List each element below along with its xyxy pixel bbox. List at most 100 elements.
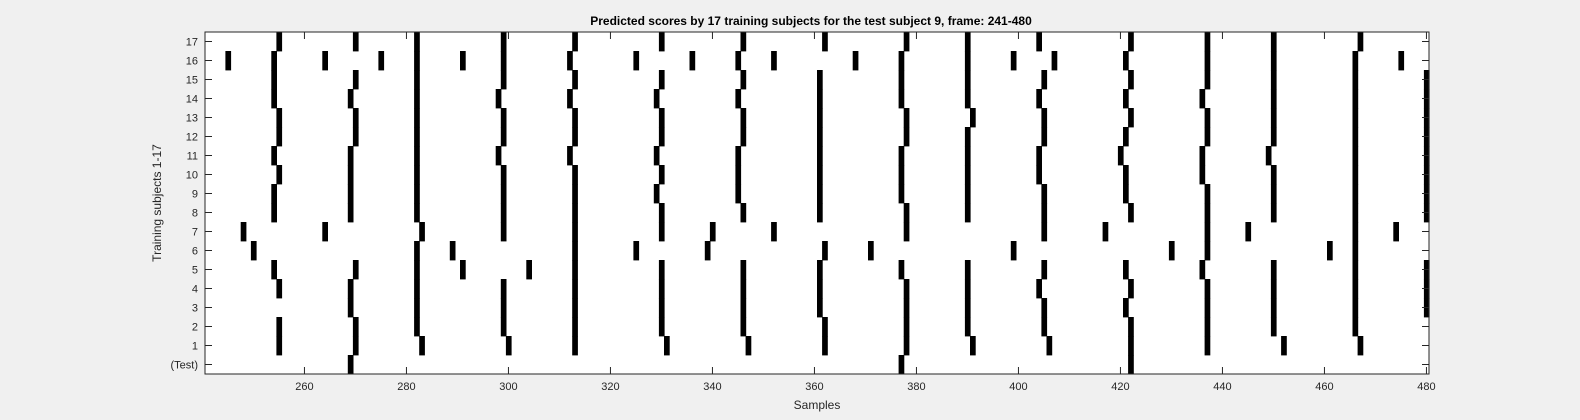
y-tick-label: 13 [186,113,198,125]
heatmap-cell [822,336,828,356]
x-tick-label: 360 [805,381,823,393]
heatmap-cell [460,51,466,71]
heatmap-cell [817,108,823,128]
heatmap-cell [903,317,910,337]
heatmap-cell [322,51,328,71]
heatmap-cell [500,184,507,204]
heatmap-cell [500,32,507,52]
heatmap-cell [1041,184,1048,204]
y-tick-label: 14 [186,94,198,106]
heatmap-cell [1327,241,1333,261]
heatmap-cell [964,70,971,90]
heatmap-cell [658,108,665,128]
y-tick-label: 12 [186,132,198,144]
heatmap-cell [1204,184,1211,204]
heatmap-cell [1270,184,1277,204]
y-tick-label: 3 [192,303,198,315]
heatmap-cell [1123,184,1129,204]
heatmap-cell [271,70,277,90]
heatmap-cell [898,89,905,109]
heatmap-cell [1123,260,1129,280]
heatmap-cell [1204,298,1211,318]
heatmap-cell [1204,279,1211,299]
y-tick-label: 10 [186,170,198,182]
heatmap-cell [572,32,578,52]
heatmap-cell [1051,51,1058,71]
heatmap-cell [704,241,711,261]
heatmap-cell [740,203,747,223]
heatmap-cell [964,127,971,147]
heatmap-cell [1036,32,1042,52]
heatmap-cell [1041,127,1048,147]
heatmap-cell [898,165,905,185]
y-tick-label: 8 [192,208,198,220]
heatmap-cell [898,146,905,166]
x-tick-label: 480 [1417,381,1435,393]
heatmap-cell [500,165,507,185]
heatmap-cell [1352,70,1359,90]
x-tick-label: 280 [397,381,415,393]
heatmap-cell [347,203,354,223]
heatmap-cell [572,165,578,185]
heatmap-cell [658,298,665,318]
heatmap-cell [271,260,277,280]
heatmap-cell [414,51,420,71]
heatmap-cell [276,336,283,356]
heatmap-cell [689,51,696,71]
heatmap-cell [1204,222,1211,242]
x-tick-label: 420 [1111,381,1129,393]
heatmap-cell [352,127,359,147]
heatmap-cell [822,241,828,261]
heatmap-cell [740,279,747,299]
heatmap-cell [572,298,578,318]
heatmap-cell [658,222,665,242]
heatmap-cell [1036,165,1042,185]
x-tick-label: 400 [1009,381,1027,393]
heatmap-cell [500,279,507,299]
heatmap-cell [1270,51,1277,71]
heatmap-cell [1036,89,1042,109]
heatmap-cell [1128,108,1134,128]
heatmap-cell [898,184,905,204]
heatmap-cell [500,127,507,147]
heatmap-cell [460,260,466,280]
heatmap-cell [817,89,823,109]
heatmap-cell [347,89,354,109]
heatmap-cell [378,51,385,71]
heatmap-cell [352,70,359,90]
heatmap-cell [964,184,971,204]
heatmap-cell [745,336,752,356]
heatmap-cell [414,32,420,52]
heatmap-cell [817,146,823,166]
heatmap-cell [414,165,420,185]
heatmap-cell [771,51,777,71]
heatmap-cell [964,146,971,166]
heatmap-cell [572,260,578,280]
x-axis: 260 280 300 320 340 360 380 400 420 440 460 480 [295,32,1436,393]
heatmap-cell [414,260,420,280]
heatmap-cell [414,203,420,223]
heatmap-cell [1010,241,1017,261]
heatmap-cell [1245,222,1252,242]
heatmap-cell [868,241,874,261]
heatmap-cell [1123,51,1129,71]
heatmap-cell [633,51,640,71]
heatmap-cell [633,241,640,261]
heatmap-cell [414,279,420,299]
heatmap-cell [964,203,971,223]
heatmap-cell [1352,51,1359,71]
heatmap-cell [572,241,578,261]
heatmap-cell [500,298,507,318]
y-tick-label: 4 [192,284,198,296]
heatmap-cell [964,260,971,280]
heatmap-cell [449,241,456,261]
heatmap-cell [817,298,823,318]
heatmap-cell [1265,146,1272,166]
heatmap-cell [1352,241,1359,261]
heatmap-cell [505,336,512,356]
heatmap-cell [1041,317,1048,337]
heatmap-cell [271,184,277,204]
heatmap-cell [500,222,507,242]
heatmap-cell [1128,355,1134,375]
heatmap-cell [664,336,670,356]
